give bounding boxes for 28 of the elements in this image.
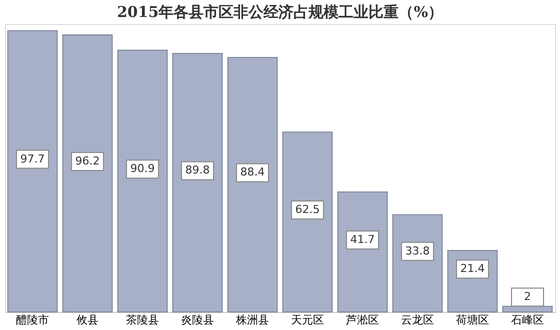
x-tick-label: 攸县	[76, 314, 98, 326]
x-tick-label: 荷塘区	[456, 314, 489, 326]
x-tick-label: 芦淞区	[346, 314, 379, 326]
bar	[282, 132, 333, 312]
bar	[7, 30, 58, 312]
x-tick-label: 茶陵县	[126, 314, 159, 326]
data-label: 33.8	[405, 244, 430, 258]
data-label: 21.4	[460, 262, 485, 276]
data-label: 62.5	[295, 203, 320, 216]
data-label: 2	[524, 290, 531, 304]
data-label: 96.2	[75, 154, 100, 168]
data-label: 41.7	[350, 232, 375, 246]
chart-title: 2015年各县市区非公经济占规模工业比重（%）	[116, 3, 444, 21]
data-label: 97.7	[20, 152, 45, 166]
data-label: 90.9	[130, 162, 155, 176]
bar	[337, 192, 388, 312]
bar	[62, 34, 113, 312]
data-label: 88.4	[240, 166, 265, 179]
x-tick-label: 云龙区	[401, 314, 434, 326]
bar	[227, 57, 278, 312]
x-tick-label: 炎陵县	[181, 314, 214, 326]
x-tick-label: 石峰区	[511, 314, 544, 326]
x-tick-label: 株洲县	[235, 314, 269, 326]
x-tick-label: 醴陵市	[16, 314, 49, 326]
x-tick-label: 天元区	[291, 314, 324, 326]
data-label: 89.8	[185, 164, 210, 177]
bar	[172, 52, 223, 312]
bar	[117, 50, 168, 312]
